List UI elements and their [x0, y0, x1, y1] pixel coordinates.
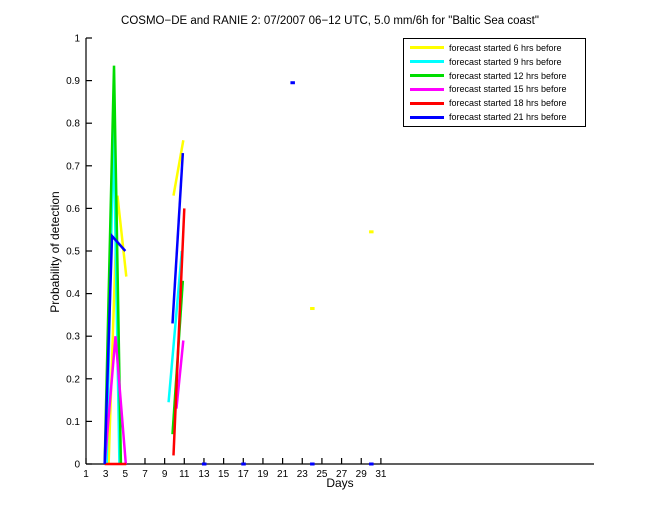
legend-label: forecast started 9 hrs before	[449, 56, 562, 67]
series-line-2	[167, 250, 184, 403]
x-tick-label: 5	[123, 469, 129, 480]
legend: forecast started 6 hrs before forecast st…	[403, 38, 586, 127]
y-tick-label: 0.1	[66, 417, 80, 428]
series-line-6	[103, 232, 127, 465]
legend-item: forecast started 6 hrs before	[404, 41, 585, 54]
x-tick-label: 1	[83, 469, 89, 480]
x-tick-label: 25	[316, 469, 328, 480]
y-tick-label: 0.6	[66, 204, 80, 215]
legend-line-swatch	[410, 101, 444, 105]
series-point-6	[290, 81, 295, 85]
legend-label: forecast started 12 hrs before	[449, 70, 567, 81]
x-tick-label: 9	[162, 469, 168, 480]
x-tick-label: 13	[198, 469, 210, 480]
y-tick-label: 0	[74, 460, 80, 471]
legend-line-swatch	[410, 46, 444, 50]
x-tick-label: 19	[257, 469, 269, 480]
x-tick-label: 21	[277, 469, 289, 480]
series-point-6	[310, 462, 315, 466]
series-line-6	[171, 152, 185, 324]
x-tick-label: 31	[375, 469, 387, 480]
x-axis-label: Days	[326, 476, 354, 490]
series-point-1	[369, 230, 374, 234]
x-tick-label: 7	[142, 469, 148, 480]
series-point-6	[241, 462, 246, 466]
x-tick-label: 15	[218, 469, 230, 480]
x-tick-label: 3	[103, 469, 109, 480]
series-point-1	[310, 307, 315, 311]
y-tick-label: 0.5	[66, 247, 80, 258]
series-line-4	[175, 340, 185, 409]
legend-item: forecast started 9 hrs before	[404, 55, 585, 68]
chart-title: COSMO−DE and RANIE 2: 07/2007 06−12 UTC,…	[121, 15, 539, 27]
series-line-4	[103, 336, 128, 465]
x-tick-label: 11	[179, 469, 190, 480]
legend-label: forecast started 21 hrs before	[449, 112, 567, 123]
legend-item: forecast started 21 hrs before	[404, 111, 585, 124]
y-tick-label: 1	[74, 34, 80, 45]
y-tick-label: 0.7	[66, 161, 80, 172]
legend-item: forecast started 18 hrs before	[404, 97, 585, 110]
legend-label: forecast started 6 hrs before	[449, 42, 562, 53]
legend-item: forecast started 12 hrs before	[404, 69, 585, 82]
y-tick-label: 0.8	[66, 119, 80, 130]
y-tick-label: 0.2	[66, 374, 80, 385]
x-tick-label: 29	[356, 469, 368, 480]
legend-item: forecast started 15 hrs before	[404, 83, 585, 96]
y-tick-label: 0.4	[66, 289, 80, 300]
legend-line-swatch	[410, 115, 444, 119]
legend-label: forecast started 18 hrs before	[449, 98, 567, 109]
x-tick-label: 17	[238, 469, 250, 480]
series-point-6	[201, 462, 207, 466]
series-line-5	[172, 208, 186, 456]
legend-line-swatch	[410, 60, 444, 64]
x-tick-label: 23	[297, 469, 309, 480]
y-tick-label: 0.9	[66, 76, 80, 87]
series-line-1	[172, 140, 185, 196]
y-tick-label: 0.3	[66, 332, 80, 343]
legend-line-swatch	[410, 87, 444, 91]
series-point-6	[369, 462, 374, 466]
x-tick-label: 27	[336, 469, 348, 480]
legend-line-swatch	[410, 74, 444, 78]
legend-label: forecast started 15 hrs before	[449, 84, 567, 95]
